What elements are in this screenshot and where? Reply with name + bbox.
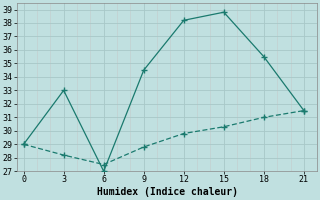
X-axis label: Humidex (Indice chaleur): Humidex (Indice chaleur) bbox=[97, 187, 237, 197]
